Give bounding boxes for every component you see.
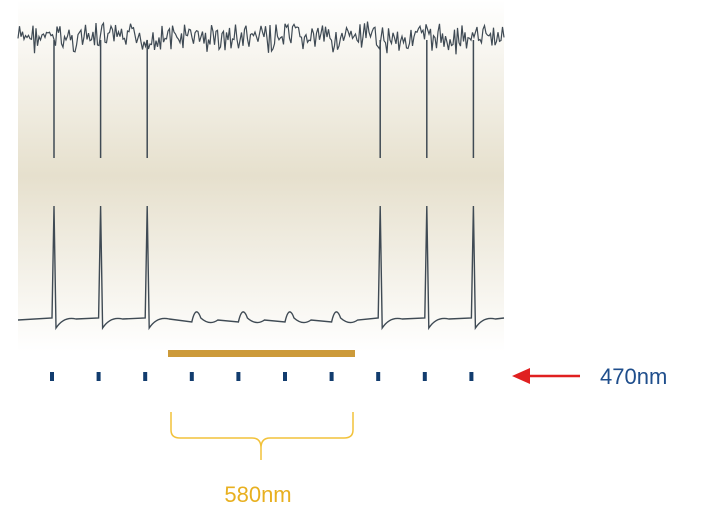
blue-light-pulse: [283, 372, 287, 381]
extracellular-noise-trace: [17, 21, 505, 55]
blue-light-pulse: [96, 372, 101, 381]
blue-light-pulse: [189, 372, 194, 381]
blue-light-pulse: [469, 372, 474, 381]
blue-light-label: 470nm: [600, 364, 667, 389]
blue-light-pulse: [50, 372, 54, 381]
blue-light-pulse: [236, 372, 241, 381]
blue-light-pulse: [329, 372, 334, 381]
blue-light-pulses: [50, 372, 474, 381]
yellow-light-bar: [168, 350, 355, 357]
intracellular-trace: [17, 205, 505, 331]
trace-panel-background: [18, 0, 504, 352]
blue-light-pulse: [143, 372, 148, 381]
blue-light-pulse: [376, 372, 381, 381]
yellow-light-label: 580nm: [224, 482, 291, 507]
arrow-left-icon: [512, 368, 530, 384]
extracellular-trace: [17, 21, 505, 158]
blue-light-pulse: [422, 372, 427, 381]
yellow-light-brace: [170, 412, 354, 460]
membrane-potential-trace: [17, 205, 505, 331]
